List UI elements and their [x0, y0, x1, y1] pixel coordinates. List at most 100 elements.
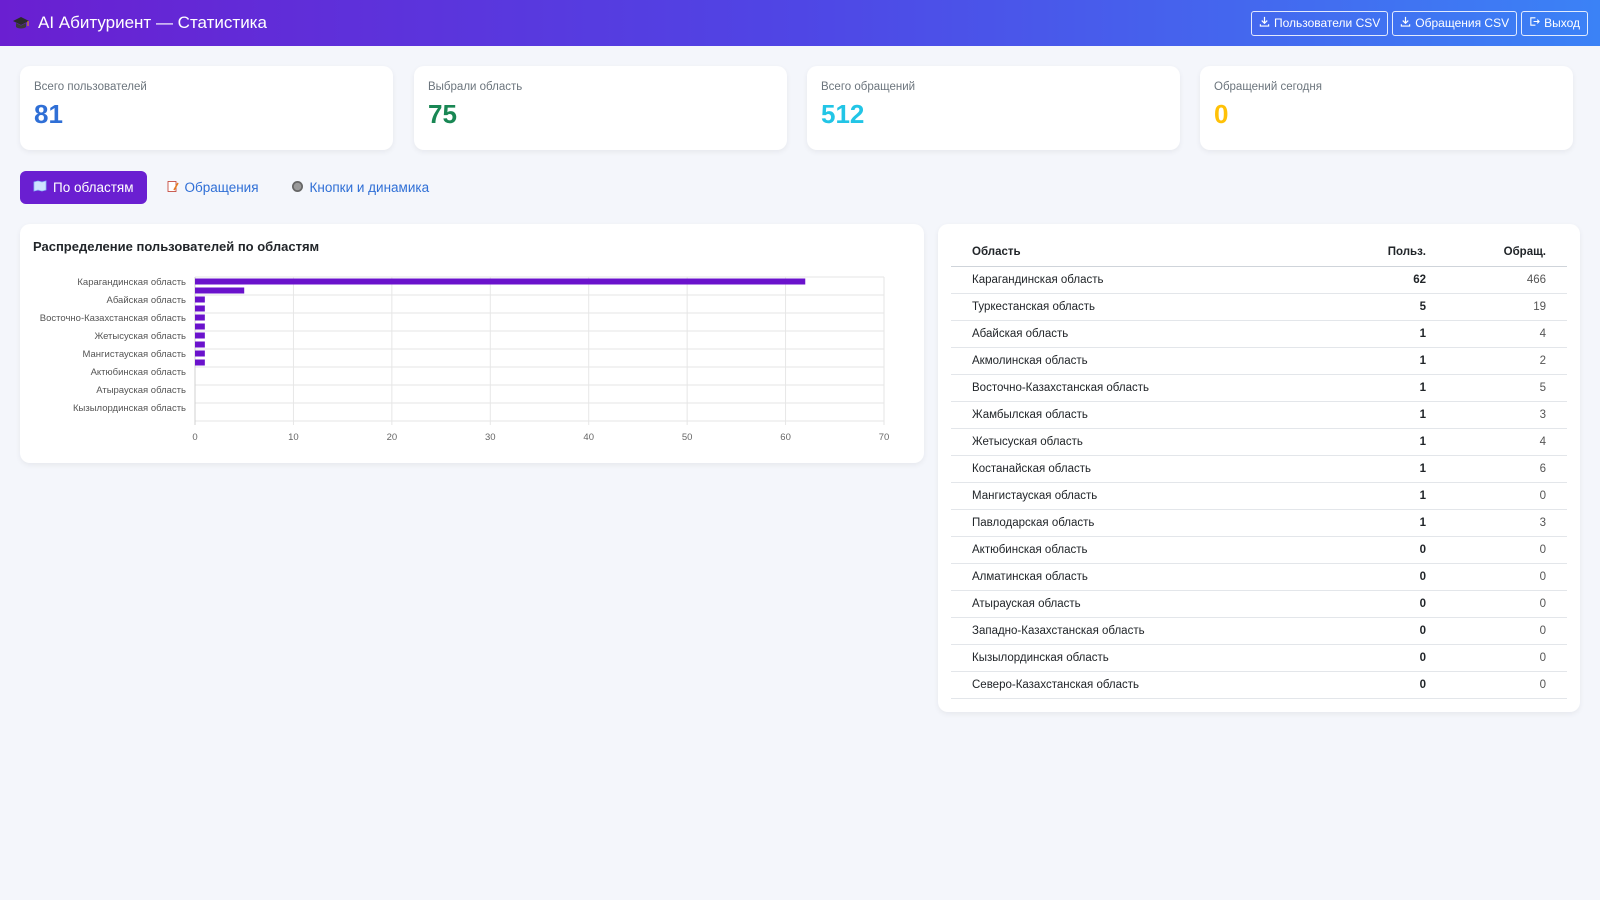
- x-tick-label: 70: [879, 432, 890, 443]
- y-tick-label: Карагандинская область: [77, 277, 186, 288]
- appeals-cell: 0: [1447, 617, 1567, 645]
- users-cell: 1: [1287, 320, 1447, 348]
- download-appeals-csv-label: Обращения CSV: [1415, 16, 1510, 30]
- region-bar-chart: 0 10 20 30 40 50 60 70 Карагандинская область Аба…: [40, 276, 890, 443]
- x-tick-label: 50: [682, 432, 693, 443]
- region-cell: Костанайская область: [951, 455, 1287, 483]
- region-cell: Павлодарская область: [951, 509, 1287, 537]
- table-row: Акмолинская область 1 2: [951, 347, 1567, 375]
- users-cell: 1: [1287, 455, 1447, 483]
- y-tick-label: Мангистауская область: [83, 349, 187, 360]
- brand: AI Абитуриент — Статистика: [12, 13, 267, 33]
- stat-card-appeals-today: Обращений сегодня 0: [1200, 66, 1573, 150]
- region-table-card: Область Польз. Обращ. Карагандинская обл…: [938, 224, 1580, 712]
- stat-label: Всего обращений: [821, 81, 916, 93]
- bar: [195, 332, 205, 339]
- table-row: Жетысуская область 1 4: [951, 428, 1567, 456]
- users-cell: 1: [1287, 374, 1447, 402]
- region-cell: Карагандинская область: [951, 266, 1287, 294]
- appeals-cell: 0: [1447, 644, 1567, 672]
- top-navbar: AI Абитуриент — Статистика Пользователи …: [0, 0, 1600, 46]
- table-row: Восточно-Казахстанская область 1 5: [951, 374, 1567, 402]
- tab-label: Кнопки и динамика: [309, 180, 430, 195]
- tab-buttons-dynamics[interactable]: Кнопки и динамика: [278, 171, 443, 204]
- appeals-cell: 5: [1447, 374, 1567, 402]
- users-cell: 1: [1287, 347, 1447, 375]
- table-row: Актюбинская область 0 0: [951, 536, 1567, 564]
- y-tick-label: Восточно-Казахстанская область: [40, 313, 186, 324]
- bar: [195, 350, 205, 357]
- download-users-csv-button[interactable]: Пользователи CSV: [1250, 10, 1389, 36]
- appeals-cell: 3: [1447, 509, 1567, 537]
- users-cell: 1: [1287, 482, 1447, 510]
- download-users-csv-label: Пользователи CSV: [1273, 16, 1381, 30]
- table-row: Мангистауская область 1 0: [951, 482, 1567, 510]
- region-table: Область Польз. Обращ. Карагандинская обл…: [951, 238, 1567, 699]
- tab-by-region[interactable]: По областям: [20, 171, 147, 204]
- tab-appeals[interactable]: Обращения: [153, 171, 272, 204]
- region-cell: Акмолинская область: [951, 347, 1287, 375]
- bar: [195, 359, 205, 366]
- region-cell: Восточно-Казахстанская область: [951, 374, 1287, 402]
- region-cell: Мангистауская область: [951, 482, 1287, 510]
- tab-label: По областям: [53, 180, 134, 195]
- bar: [195, 278, 806, 285]
- logout-button[interactable]: Выход: [1521, 10, 1588, 36]
- table-row: Павлодарская область 1 3: [951, 509, 1567, 537]
- y-tick-label: Жетысуская область: [94, 331, 186, 342]
- table-row: Абайская область 1 4: [951, 320, 1567, 348]
- stat-card-region-chosen: Выбрали область 75: [414, 66, 787, 150]
- stat-card-total-users: Всего пользователей 81: [20, 66, 393, 150]
- x-tick-label: 10: [288, 432, 299, 443]
- stat-label: Выбрали область: [428, 81, 523, 93]
- table-body: Карагандинская область 62 466 Туркестанская…: [951, 266, 1567, 699]
- logout-icon: [1529, 16, 1540, 30]
- region-cell: Северо-Казахстанская область: [951, 671, 1287, 699]
- stat-value: 0: [1214, 99, 1229, 129]
- table-row: Северо-Казахстанская область 0 0: [951, 671, 1567, 699]
- bar: [195, 287, 245, 294]
- region-cell: Абайская область: [951, 320, 1287, 348]
- app-title: AI Абитуриент — Статистика: [38, 13, 267, 32]
- y-tick-label: Кызылординская область: [73, 403, 186, 414]
- graduation-cap-icon: [12, 14, 30, 32]
- appeals-cell: 0: [1447, 671, 1567, 699]
- region-cell: Алматинская область: [951, 563, 1287, 591]
- appeals-cell: 466: [1447, 266, 1567, 294]
- appeals-cell: 0: [1447, 482, 1567, 510]
- download-appeals-csv-button[interactable]: Обращения CSV: [1392, 10, 1518, 36]
- table-row: Карагандинская область 62 466: [951, 266, 1567, 294]
- users-cell: 62: [1287, 266, 1447, 294]
- stat-value: 512: [821, 99, 865, 129]
- region-cell: Туркестанская область: [951, 293, 1287, 321]
- bar: [195, 314, 205, 321]
- table-row: Алматинская область 0 0: [951, 563, 1567, 591]
- table-row: Атырауская область 0 0: [951, 590, 1567, 618]
- table-row: Кызылординская область 0 0: [951, 644, 1567, 672]
- memo-icon: [166, 180, 179, 196]
- stat-label: Всего пользователей: [34, 81, 147, 93]
- users-cell: 0: [1287, 590, 1447, 618]
- stat-value: 81: [34, 99, 63, 129]
- appeals-cell: 2: [1447, 347, 1567, 375]
- users-cell: 0: [1287, 536, 1447, 564]
- region-cell: Кызылординская область: [951, 644, 1287, 672]
- y-tick-label: Абайская область: [106, 295, 186, 306]
- stat-label: Обращений сегодня: [1214, 81, 1322, 93]
- appeals-cell: 0: [1447, 590, 1567, 618]
- tab-bar: По областям Обращения Кнопки и динамика: [20, 171, 442, 204]
- appeals-cell: 19: [1447, 293, 1567, 321]
- download-icon: [1259, 16, 1270, 30]
- appeals-cell: 6: [1447, 455, 1567, 483]
- region-cell: Западно-Казахстанская область: [951, 617, 1287, 645]
- appeals-cell: 0: [1447, 536, 1567, 564]
- appeals-cell: 4: [1447, 320, 1567, 348]
- bar: [195, 305, 205, 312]
- y-tick-label: Атырауская область: [96, 385, 186, 396]
- stat-card-total-appeals: Всего обращений 512: [807, 66, 1180, 150]
- table-header-row: Область Польз. Обращ.: [951, 238, 1567, 267]
- users-cell: 0: [1287, 563, 1447, 591]
- region-chart-card: Распределение пользователей по областям …: [20, 224, 924, 463]
- y-tick-label: Актюбинская область: [91, 367, 186, 378]
- x-tick-label: 40: [583, 432, 594, 443]
